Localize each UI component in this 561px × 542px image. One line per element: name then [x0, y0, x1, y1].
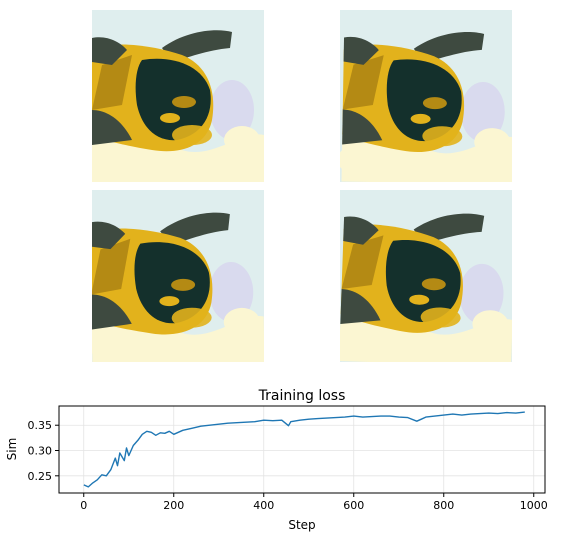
x-tick-label: 800 [433, 499, 454, 512]
x-tick-label: 200 [163, 499, 184, 512]
y-tick-label: 0.25 [28, 470, 53, 483]
plot-frame [58, 405, 546, 494]
generated-sample-1 [92, 10, 264, 182]
y-axis-ticks: 0.25 0.30 0.35 [28, 419, 59, 483]
y-axis-label: Sim [5, 438, 19, 461]
generated-sample-4 [340, 190, 512, 362]
series-layer [83, 411, 525, 488]
y-tick-label: 0.30 [28, 445, 53, 458]
training-loss-chart: Training loss 0 200 400 600 800 1000 0.25 0.30… [5, 388, 548, 532]
loss-series-line [83, 411, 525, 488]
x-axis-label: Step [288, 518, 315, 532]
generated-sample-3 [92, 190, 264, 362]
x-tick-label: 1000 [520, 499, 548, 512]
x-tick-label: 0 [80, 499, 87, 512]
generated-sample-2 [340, 10, 512, 182]
chart-title: Training loss [258, 388, 346, 404]
x-tick-label: 600 [343, 499, 364, 512]
y-tick-label: 0.35 [28, 419, 53, 432]
x-tick-label: 400 [253, 499, 274, 512]
x-axis-ticks: 0 200 400 600 800 1000 [80, 493, 548, 512]
